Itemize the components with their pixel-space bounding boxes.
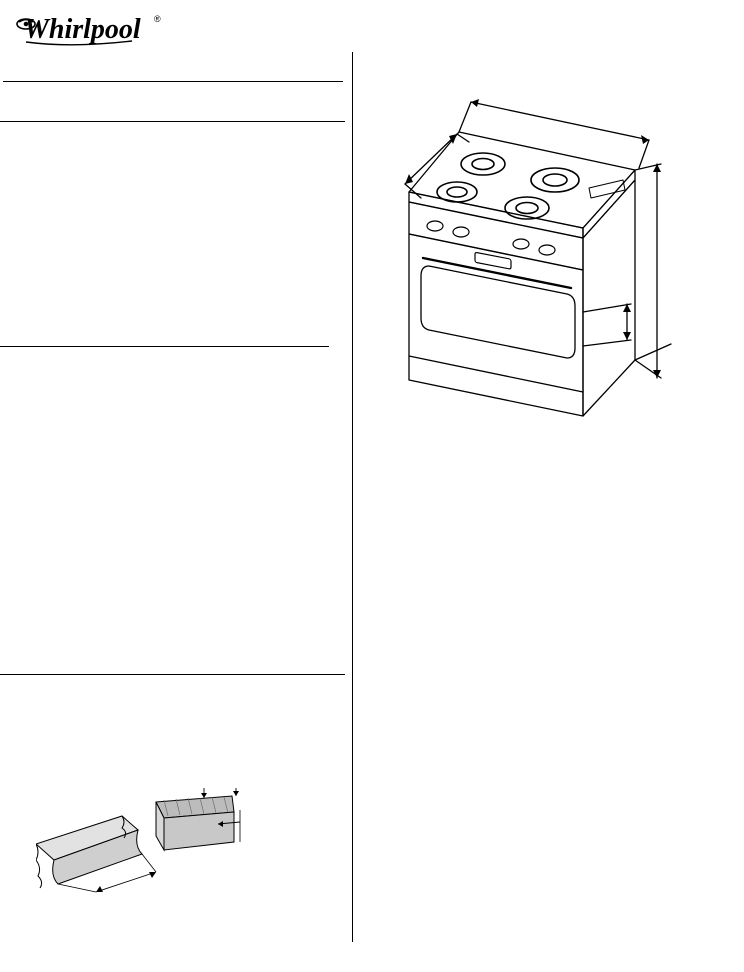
page-content <box>0 52 744 942</box>
rule-4 <box>0 674 345 675</box>
oven-side <box>583 180 635 416</box>
rule-3 <box>0 346 329 347</box>
countertop-right-block <box>156 788 240 850</box>
logo-wordmark: Whirlpool <box>24 14 141 45</box>
left-column <box>0 52 352 942</box>
cooktop-burners <box>437 153 579 219</box>
dim-width-line <box>471 102 649 140</box>
countertop-left-piece <box>36 816 156 892</box>
whirlpool-logo-svg: Whirlpool ® <box>12 8 162 50</box>
rule-2 <box>0 121 345 122</box>
dim-depth-line <box>405 134 457 184</box>
right-column <box>352 52 744 942</box>
logo-registered: ® <box>154 14 161 24</box>
range-dimension-diagram <box>371 80 716 445</box>
rule-1 <box>3 81 343 82</box>
oven-window <box>421 266 575 358</box>
brand-logo: Whirlpool ® <box>12 8 162 55</box>
countertop-edge-diagram <box>36 788 246 913</box>
